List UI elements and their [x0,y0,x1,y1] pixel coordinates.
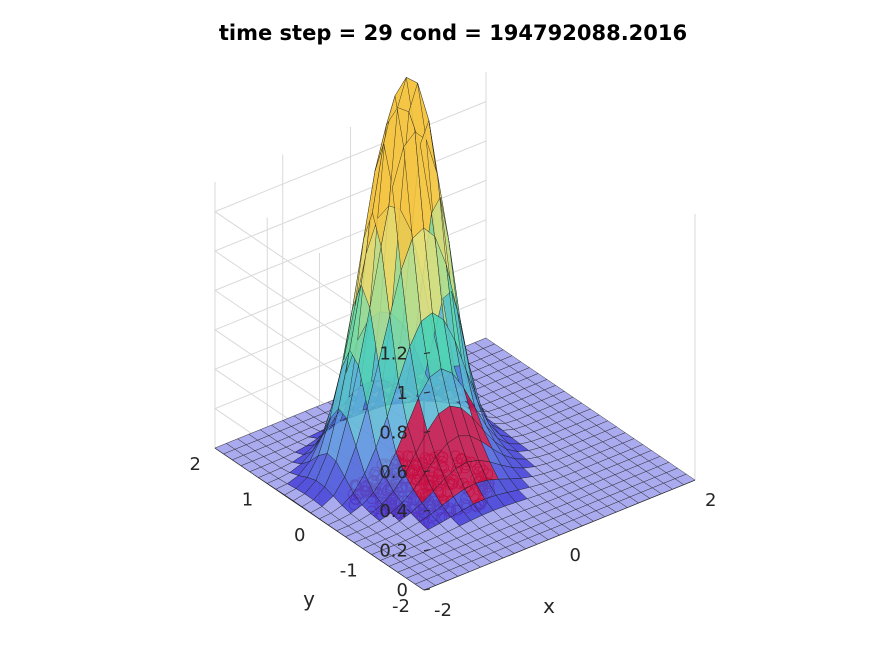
z-tick-label: 1.2 [379,344,408,365]
z-tick-mark [423,549,431,552]
x-axis-label: x [543,594,555,618]
x-tick-label: 2 [705,490,716,511]
x-tick-label: 0 [570,545,581,566]
z-tick-label: 0.6 [379,462,408,483]
y-tick-label: 2 [190,454,201,475]
z-tick-label: 0.4 [379,501,408,522]
y-tick-label: 0 [294,525,305,546]
y-tick-label: 1 [242,490,253,511]
chart-title: time step = 29 cond = 194792088.2016 [219,21,687,45]
z-tick-mark [423,470,431,473]
z-tick-mark [423,588,431,591]
z-tick-label: 1 [397,383,408,404]
y-axis-label: y [303,587,315,611]
surface-face [674,473,696,485]
x-tick-label: -2 [434,600,452,621]
z-tick-label: 0 [397,580,408,601]
z-tick-mark [423,352,431,355]
z-tick-mark [423,391,431,394]
surface-mesh [214,76,696,591]
z-tick-mark [423,509,431,512]
z-tick-mark [423,430,431,433]
y-tick-label: -2 [392,596,410,617]
y-tick-label: -1 [340,561,358,582]
z-tick-label: 0.8 [379,422,408,443]
z-tick-label: 0.2 [379,541,408,562]
